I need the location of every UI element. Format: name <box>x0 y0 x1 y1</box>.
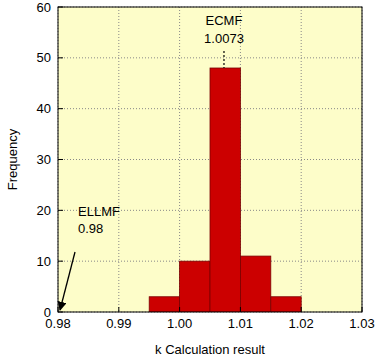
x-tick <box>362 307 363 312</box>
annotation-arrow <box>60 252 75 310</box>
y-tick <box>58 261 63 262</box>
y-tick-label: 50 <box>37 50 51 65</box>
chart: 0.98 0.99 1.00 1.01 1.02 1.03 0 10 20 30 40 50 60 k C… <box>0 0 377 363</box>
x-tick-label: 1.01 <box>228 316 253 331</box>
y-tick-label: 20 <box>37 203 51 218</box>
y-tick <box>58 159 63 160</box>
x-tick-label: 1.00 <box>167 316 192 331</box>
plot-background <box>58 7 362 312</box>
bar <box>180 261 210 312</box>
grid-line-y <box>58 57 362 58</box>
y-tick <box>58 312 63 313</box>
y-tick <box>58 108 63 109</box>
bar <box>149 297 179 312</box>
x-tick <box>58 307 59 312</box>
x-tick <box>179 307 180 312</box>
y-axis-title: Frequency <box>5 128 20 190</box>
bar <box>210 68 240 312</box>
y-tick <box>58 57 63 58</box>
y-tick-label: 40 <box>37 101 51 116</box>
x-tick-label: 1.03 <box>349 316 374 331</box>
annotation-label: ELLMF <box>78 204 120 219</box>
y-tick-label: 60 <box>37 0 51 15</box>
y-tick-label: 30 <box>37 152 51 167</box>
annotation-value: 1.0073 <box>204 31 244 46</box>
bars <box>149 68 301 312</box>
annotation-label: ECMF <box>206 13 243 28</box>
annotation-value: 0.98 <box>78 221 103 236</box>
y-tick <box>58 7 63 8</box>
x-tick <box>240 307 241 312</box>
annotation-leader <box>223 51 224 68</box>
y-tick <box>58 210 63 211</box>
x-tick-label: 1.02 <box>289 316 314 331</box>
x-tick-label: 0.99 <box>106 316 131 331</box>
bar <box>240 256 270 312</box>
x-axis-title: k Calculation result <box>155 342 265 357</box>
plot-frame <box>58 7 362 312</box>
x-tick <box>118 307 119 312</box>
bar <box>271 297 301 312</box>
y-tick-label: 0 <box>44 305 51 320</box>
x-tick <box>301 307 302 312</box>
y-tick-label: 10 <box>37 254 51 269</box>
